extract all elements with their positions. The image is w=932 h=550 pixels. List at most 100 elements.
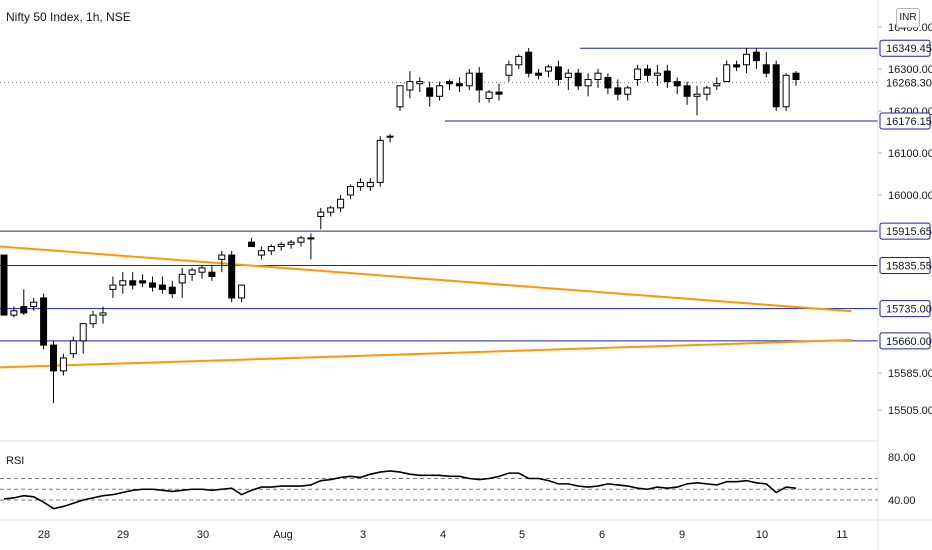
candle-body-up — [198, 267, 206, 273]
candle — [178, 267, 186, 298]
candle-body-up — [396, 85, 404, 108]
tag-label: 15735.00 — [886, 304, 932, 316]
candle-body-up — [386, 135, 394, 138]
candle — [277, 242, 285, 251]
chart-title: Nifty 50 Index, 1h, NSE — [6, 10, 131, 24]
candle-body-up — [634, 68, 642, 80]
candle — [79, 323, 87, 354]
candle — [386, 134, 394, 143]
candle — [30, 297, 38, 311]
candle-body-up — [594, 72, 602, 80]
candle — [287, 240, 295, 249]
candle — [772, 60, 780, 111]
candle-body-down — [455, 83, 463, 87]
candle — [327, 205, 335, 217]
candle-body-up — [188, 269, 196, 275]
candle — [69, 336, 77, 358]
tag-box — [879, 222, 931, 240]
candle — [574, 69, 582, 90]
candle-body-up — [119, 280, 127, 286]
candle-body-down — [50, 344, 57, 372]
candle — [228, 250, 236, 303]
candle — [465, 69, 473, 90]
candle-body-up — [545, 66, 552, 72]
rsi-panel: 80.00 40.00 — [0, 452, 916, 510]
candle-body-up — [465, 72, 473, 87]
candle — [663, 64, 671, 88]
candle-body-down — [574, 72, 582, 87]
candle — [703, 85, 711, 101]
candle-body-down — [0, 254, 8, 316]
time-label: 6 — [599, 529, 605, 541]
current-tag: 16268.30 — [879, 73, 932, 91]
candle-body-up — [238, 284, 246, 299]
candle — [89, 310, 97, 328]
candle — [495, 83, 503, 101]
tag-box — [879, 39, 931, 57]
time-label: 28 — [38, 529, 50, 541]
candle — [515, 54, 523, 69]
candle-body-down — [495, 91, 503, 95]
candle — [614, 79, 622, 101]
candle-body-up — [59, 357, 67, 372]
candle — [634, 64, 642, 86]
candle — [376, 136, 384, 187]
time-label: 3 — [360, 529, 366, 541]
tag-box — [879, 257, 931, 275]
candle — [782, 73, 790, 111]
candle-body-down — [139, 280, 147, 284]
falling-trendline — [0, 245, 852, 313]
rsi-line — [3, 470, 797, 510]
tag-label: 16268.30 — [886, 77, 932, 89]
rising-trendline — [0, 338, 852, 369]
candle — [366, 178, 374, 191]
candle — [218, 250, 226, 273]
candle-body-down — [20, 306, 28, 314]
support-tag: 16176.15 — [879, 112, 932, 130]
level-3-tag: 15735.00 — [879, 300, 932, 318]
price-tags: 16349.45 16268.30 16176.15 15915.65 15835.55… — [879, 39, 932, 350]
candle-body-up — [703, 87, 711, 95]
candle — [446, 79, 453, 90]
candle-body-up — [723, 64, 731, 83]
candle — [653, 64, 661, 86]
candle — [99, 306, 107, 324]
candle-body-up — [782, 74, 790, 108]
candle — [505, 60, 513, 82]
candle-body-down — [149, 282, 156, 288]
candle — [525, 48, 533, 78]
candle — [455, 77, 463, 93]
time-label: 10 — [756, 529, 768, 541]
candle — [723, 60, 731, 83]
candle-body-up — [653, 72, 661, 76]
candle-body-down — [604, 76, 612, 89]
candle — [535, 69, 543, 80]
rsi-tick-label: 40.00 — [888, 495, 916, 507]
candle-body-up — [69, 340, 77, 355]
candle-body-up — [505, 64, 513, 76]
candle-body-down — [733, 64, 741, 68]
candle-body-up — [406, 81, 414, 91]
candle — [436, 81, 444, 101]
candle — [307, 233, 315, 260]
candle — [356, 178, 364, 191]
tag-label: 15835.55 — [886, 261, 932, 273]
candle-body-up — [713, 83, 721, 87]
candle-body-down — [752, 51, 760, 62]
candle — [683, 81, 691, 105]
candle-body-up — [267, 245, 275, 252]
candle — [119, 272, 127, 294]
candle — [10, 306, 18, 318]
candle — [644, 64, 651, 82]
candle — [59, 353, 67, 376]
candle — [396, 85, 404, 111]
price-tick-label: 16300.00 — [888, 64, 932, 76]
candle-body-down — [663, 70, 671, 83]
candle — [792, 71, 800, 86]
candle — [149, 276, 156, 292]
candle-body-down — [644, 68, 651, 76]
candle-body-down — [683, 85, 691, 97]
candle-body-down — [168, 286, 176, 295]
currency-badge[interactable]: INR — [896, 8, 920, 28]
candle-body-up — [337, 198, 345, 209]
